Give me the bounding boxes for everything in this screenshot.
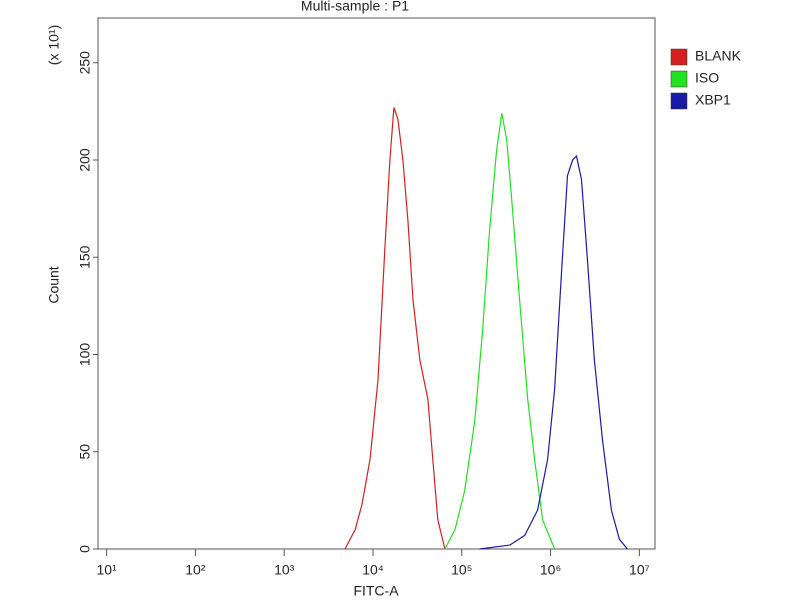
y-multiplier: (x 10¹) xyxy=(46,25,62,65)
y-tick-label: 50 xyxy=(77,444,93,460)
y-tick-label: 200 xyxy=(77,148,93,172)
x-tick-label: 10⁶ xyxy=(540,562,561,578)
plot-frame xyxy=(97,17,656,550)
y-tick-label: 100 xyxy=(77,343,93,367)
legend-label: BLANK xyxy=(695,48,742,64)
x-tick-label: 10³ xyxy=(274,562,295,578)
x-tick-label: 10² xyxy=(185,562,206,578)
histogram-line xyxy=(444,113,556,550)
legend-swatch xyxy=(670,92,688,110)
y-tick-label: 150 xyxy=(77,245,93,269)
x-tick-label: 10¹ xyxy=(96,562,117,578)
x-tick-label: 10⁵ xyxy=(451,562,472,578)
histogram-line xyxy=(344,107,446,550)
legend-label: ISO xyxy=(695,70,719,86)
y-tick-label: 0 xyxy=(77,545,93,553)
x-axis-label: FITC-A xyxy=(353,583,399,599)
x-tick-label: 10⁴ xyxy=(362,562,384,578)
legend-label: XBP1 xyxy=(695,92,731,108)
y-tick-label: 250 xyxy=(77,51,93,75)
y-axis-label: Count xyxy=(46,266,62,303)
legend-swatch xyxy=(670,70,688,88)
chart-title: Multi-sample : P1 xyxy=(301,0,409,14)
x-tick-label: 10⁷ xyxy=(629,562,650,578)
legend-swatch xyxy=(670,48,688,66)
histogram-line xyxy=(479,154,628,550)
